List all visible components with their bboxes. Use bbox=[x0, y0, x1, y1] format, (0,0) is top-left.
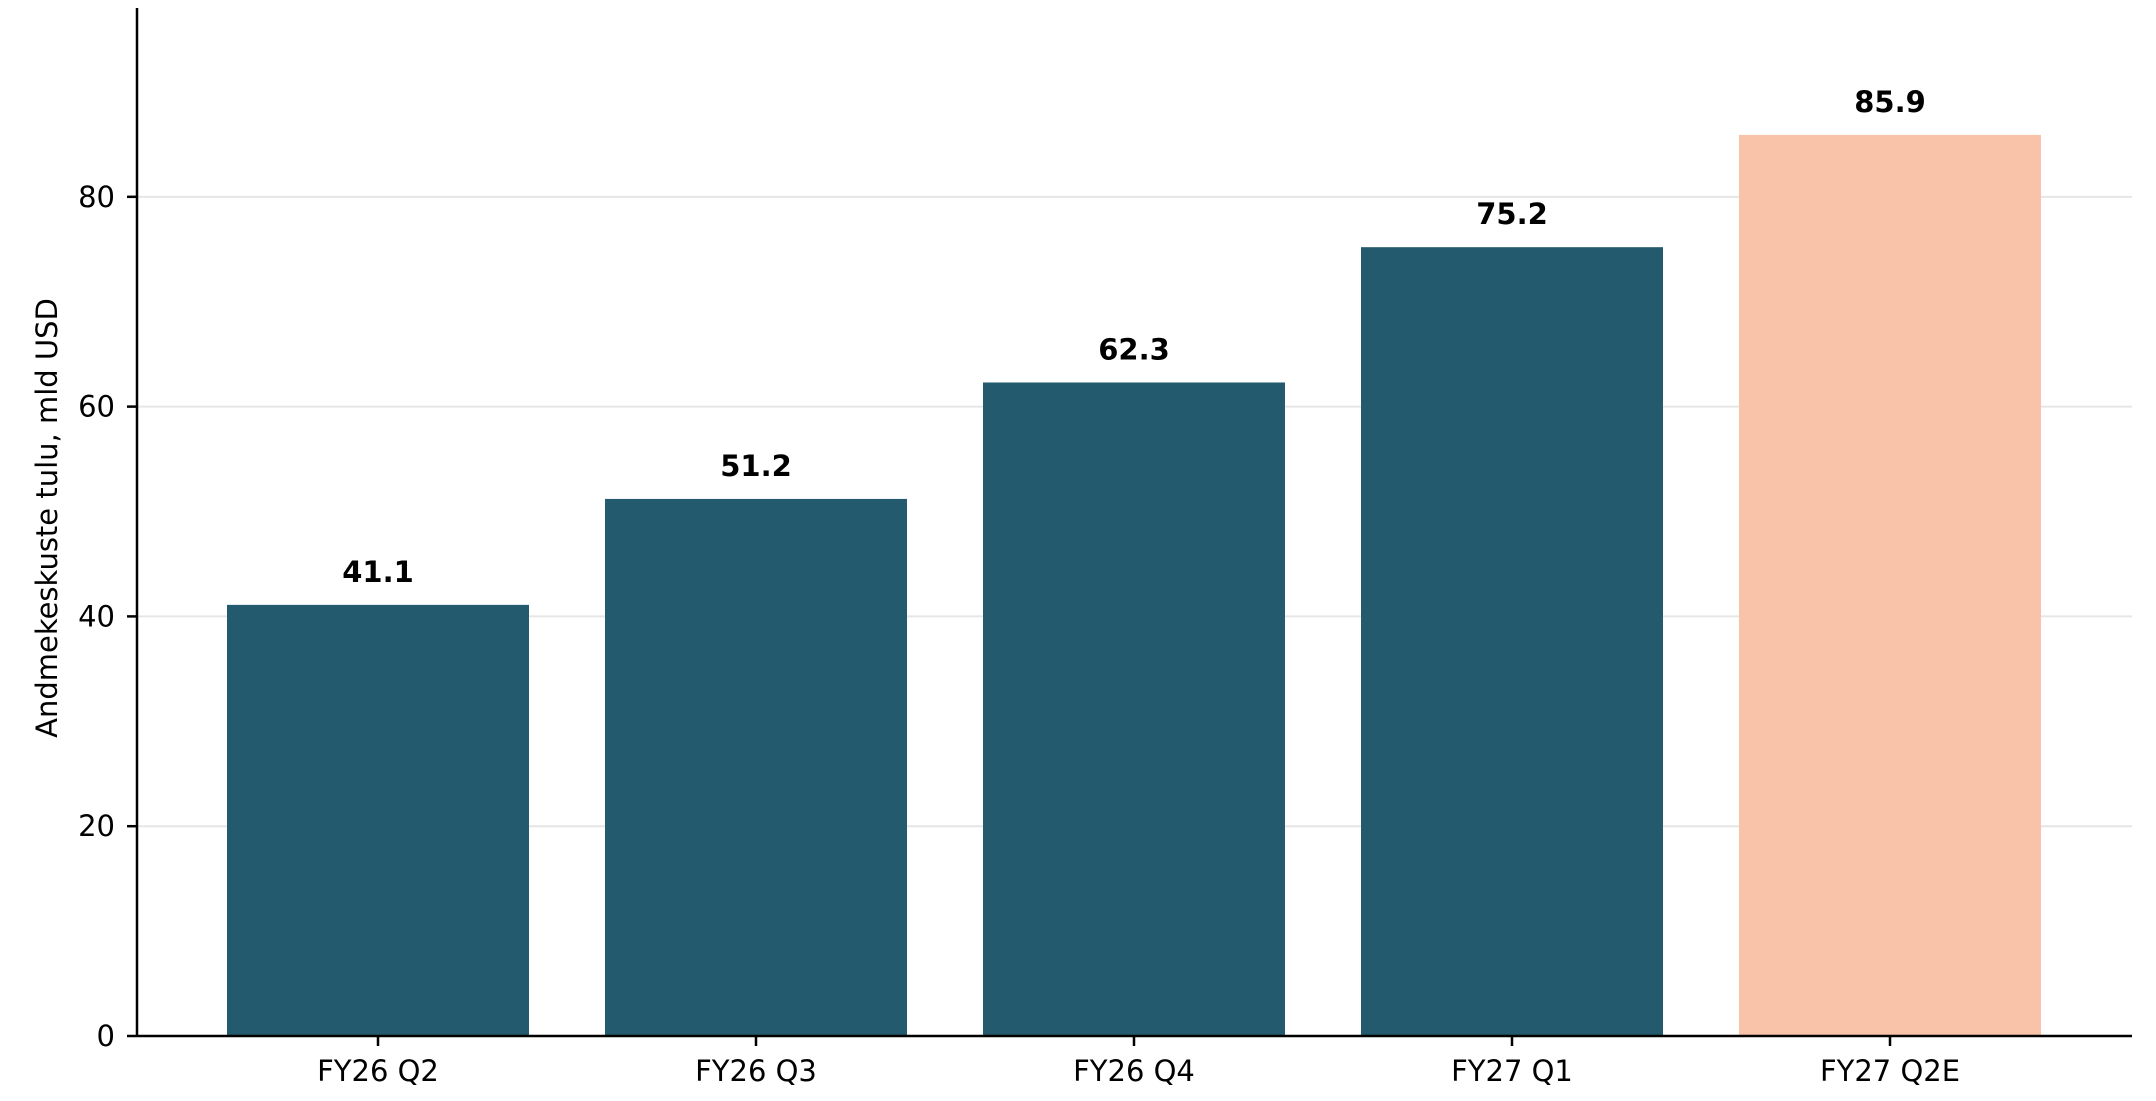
bar bbox=[1361, 247, 1663, 1036]
y-axis-title: Andmekeskuste tulu, mld USD bbox=[30, 298, 64, 738]
x-tick-label: FY26 Q2 bbox=[317, 1054, 439, 1088]
bar-value-label: 62.3 bbox=[1098, 332, 1170, 366]
bar-value-label: 75.2 bbox=[1476, 197, 1548, 231]
bar bbox=[227, 604, 529, 1036]
bar bbox=[1739, 134, 2041, 1037]
bar bbox=[983, 382, 1285, 1036]
y-tick-label: 80 bbox=[78, 180, 115, 214]
x-tick-label: FY26 Q3 bbox=[695, 1054, 817, 1088]
y-tick-label: 0 bbox=[97, 1019, 115, 1053]
y-tick-label: 20 bbox=[78, 809, 115, 843]
y-ticks: 0 20 40 60 80 bbox=[78, 180, 137, 1053]
bars bbox=[227, 134, 2041, 1037]
bar-value-label: 51.2 bbox=[720, 449, 792, 483]
y-tick-label: 40 bbox=[78, 599, 115, 633]
bar bbox=[605, 498, 907, 1036]
x-tick-label: FY26 Q4 bbox=[1073, 1054, 1195, 1088]
x-tick-label: FY27 Q1 bbox=[1451, 1054, 1573, 1088]
y-tick-label: 60 bbox=[78, 390, 115, 424]
x-tick-label: FY27 Q2E bbox=[1820, 1054, 1960, 1088]
bar-value-label: 85.9 bbox=[1854, 85, 1926, 119]
bar-value-label: 41.1 bbox=[342, 555, 414, 589]
x-ticks: FY26 Q2 FY26 Q3 FY26 Q4 FY27 Q1 FY27 Q2E bbox=[317, 1036, 1960, 1088]
value-labels: 41.1 51.2 62.3 75.2 85.9 bbox=[342, 85, 1926, 589]
